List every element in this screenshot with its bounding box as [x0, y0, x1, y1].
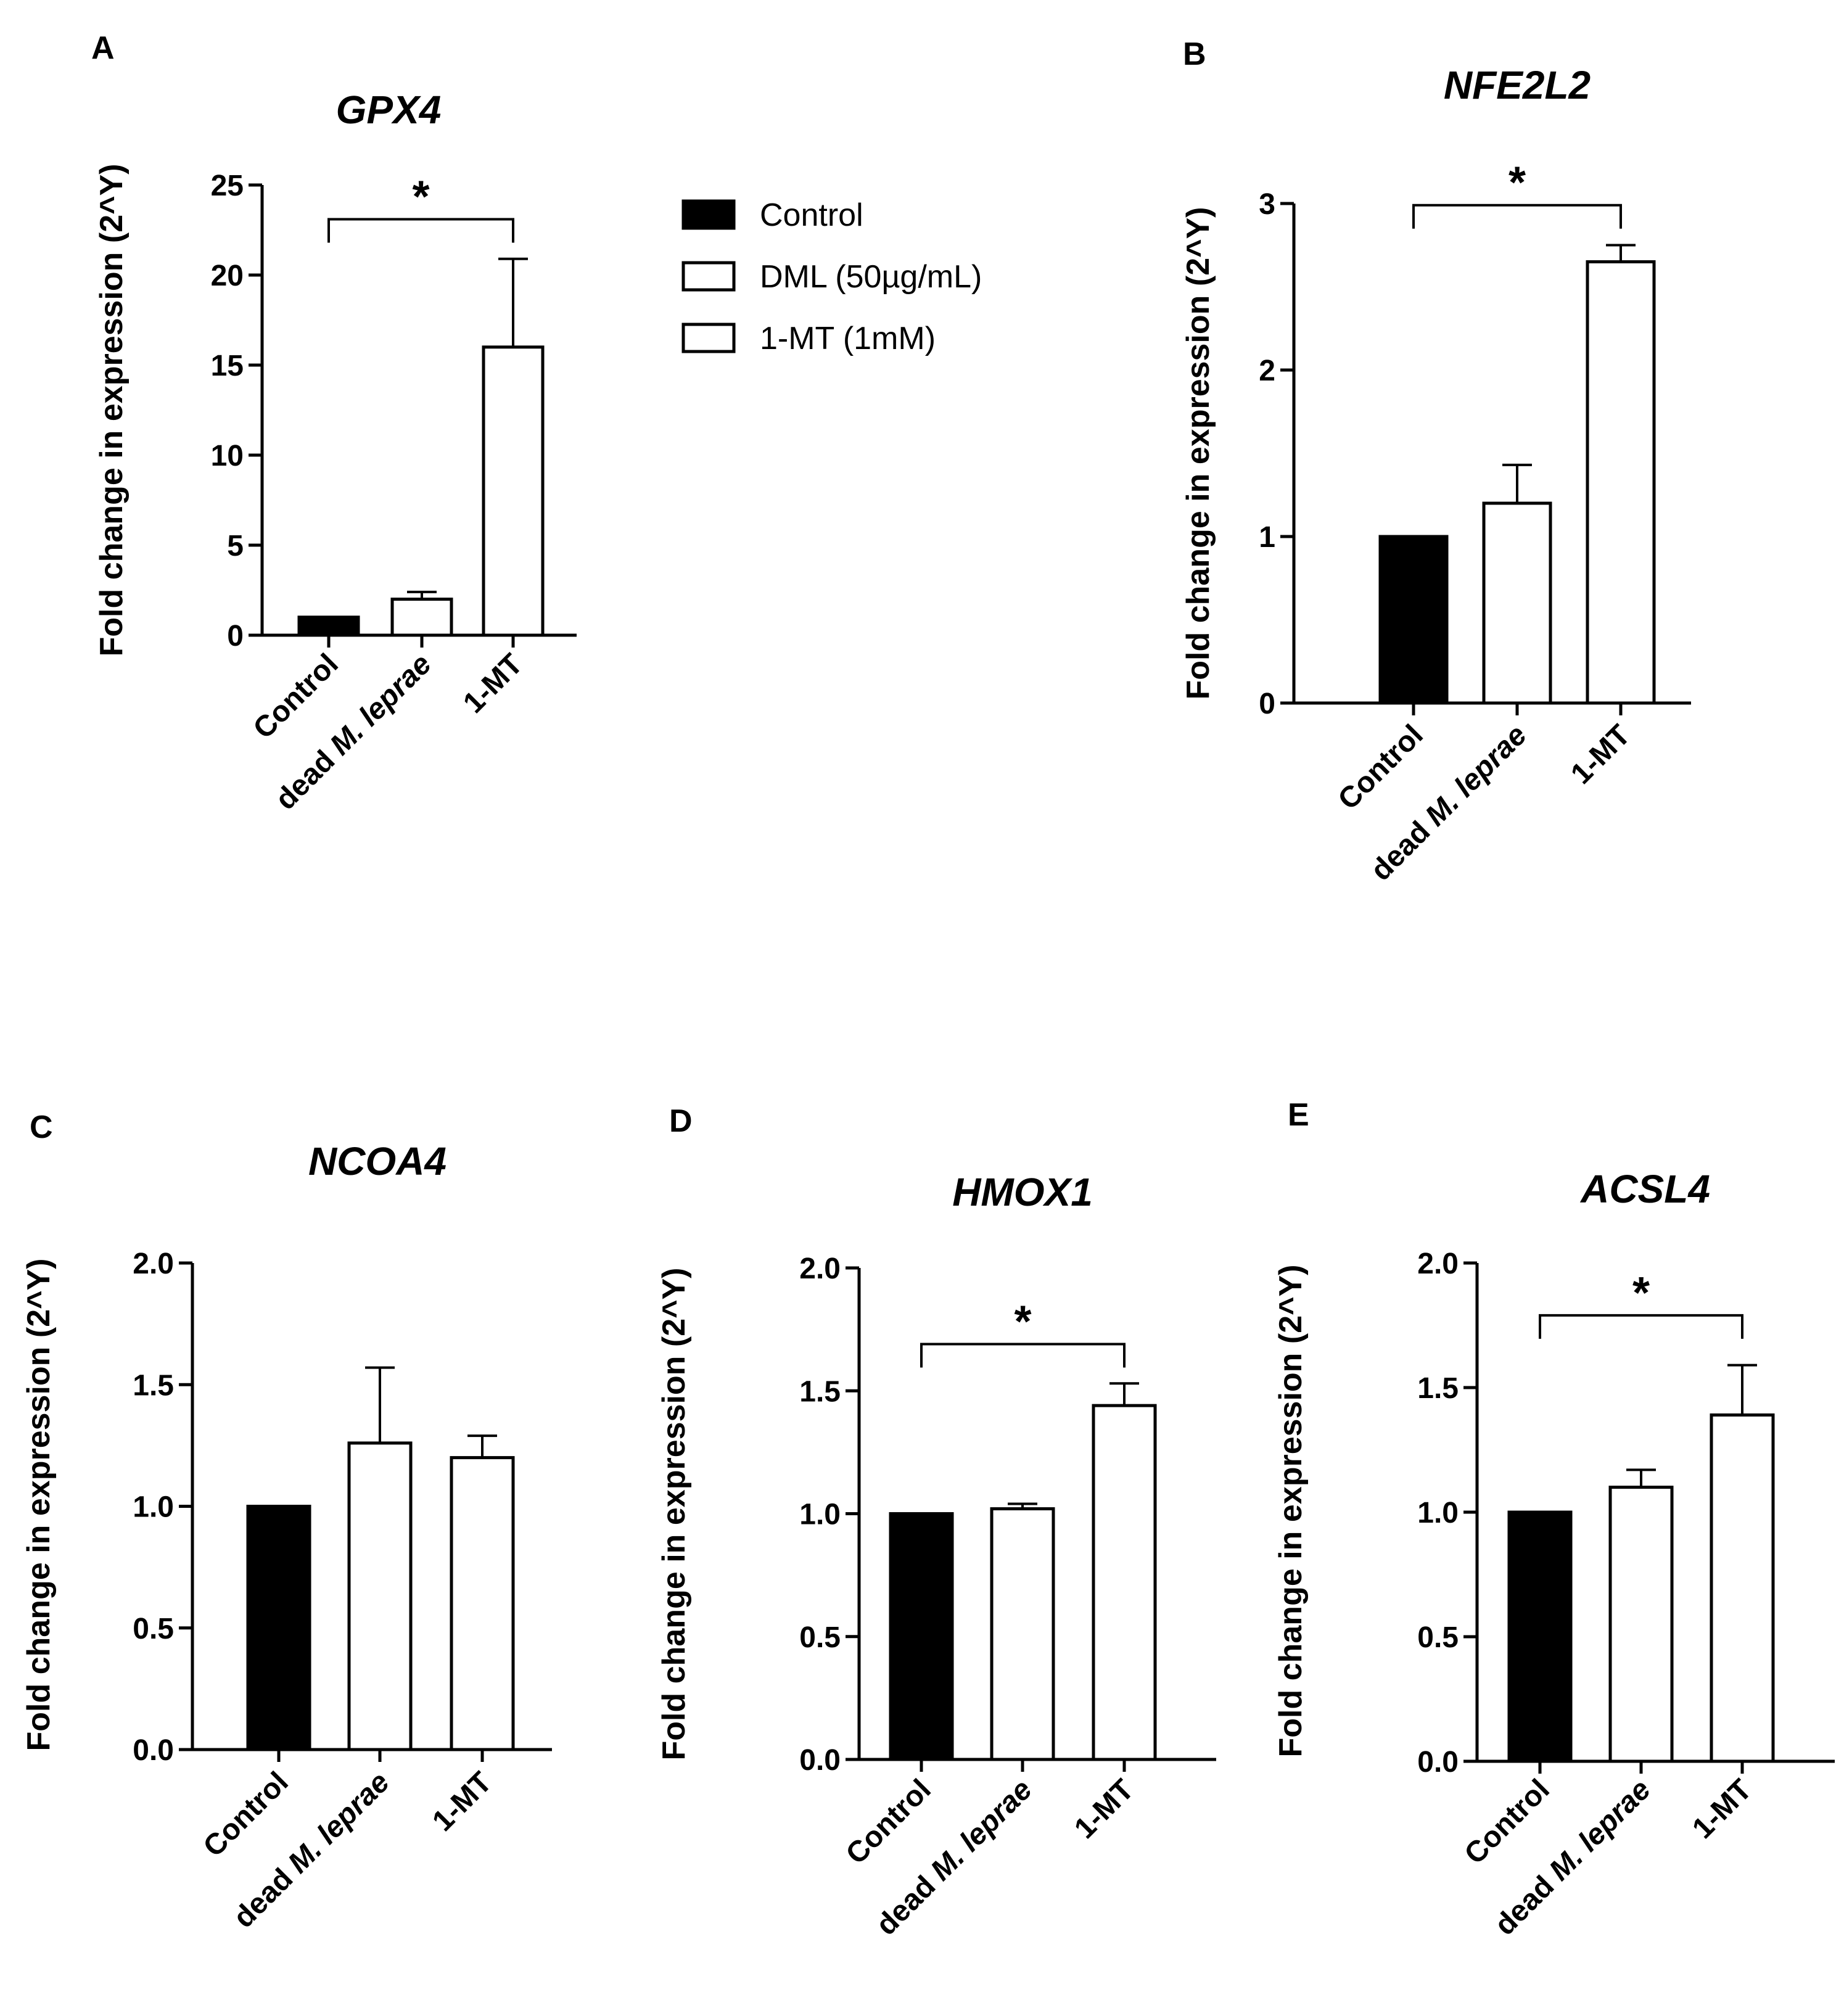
legend-label: Control: [760, 197, 863, 233]
y-tick-label: 15: [211, 350, 244, 382]
bar-1-mt: [1586, 260, 1656, 705]
y-tick-label: 0.0: [799, 1744, 841, 1777]
legend-label: DML (50µg/mL): [760, 259, 982, 295]
x-category-label: 1-MT: [426, 1766, 498, 1838]
x-category-label: 1-MT: [1565, 718, 1637, 791]
chart-title: ACSL4: [1579, 1167, 1710, 1211]
significance-bracket: [327, 218, 514, 243]
bar-dead-m-leprae: [990, 1507, 1055, 1761]
y-tick-label: 2.0: [799, 1253, 841, 1285]
y-tick-label: 1.5: [1417, 1372, 1459, 1405]
chart-title: NFE2L2: [1444, 63, 1591, 107]
y-tick-label: 3: [1259, 188, 1275, 221]
legend-swatch: [681, 323, 736, 353]
bar-1-mt: [1710, 1413, 1775, 1763]
significance-bracket: [1412, 204, 1622, 229]
panel-e: E ACSL4 Fold change in expression (2^Y) 0.0…: [1273, 1097, 1835, 1942]
panel-d: D HMOX1 Fold change in expression (2^Y) 0.0…: [656, 1103, 1216, 1942]
y-tick-label: 2.0: [1417, 1248, 1459, 1280]
y-tick-label: 25: [211, 170, 244, 202]
x-category-label: Control: [1459, 1773, 1556, 1870]
x-category-label: 1-MT: [1068, 1773, 1140, 1845]
bar-control: [297, 615, 360, 637]
legend: Control DML (50µg/mL) 1-MT (1mM): [681, 197, 982, 356]
panel-letter: D: [669, 1103, 693, 1139]
y-tick-label: 10: [211, 440, 244, 472]
y-tick-label: 1.0: [1417, 1497, 1459, 1529]
x-category-label: dead M. leprae: [270, 648, 438, 816]
chart-title: GPX4: [336, 88, 442, 132]
x-category-label: 1-MT: [1686, 1773, 1758, 1845]
chart-title: NCOA4: [308, 1139, 447, 1183]
x-category-label: Control: [1332, 718, 1430, 816]
bar-control: [246, 1505, 311, 1751]
bar-dead-m-leprae: [347, 1441, 413, 1751]
bar-dead-m-leprae: [390, 598, 453, 637]
y-tick-label: 1.5: [799, 1375, 841, 1408]
y-axis-label: Fold change in expression (2^Y): [656, 1268, 692, 1761]
legend-label: 1-MT (1mM): [760, 321, 936, 356]
bar-control: [1378, 535, 1449, 705]
bar-1-mt: [450, 1456, 515, 1751]
y-tick-label: 5: [227, 530, 244, 562]
y-tick-label: 20: [211, 260, 244, 292]
y-tick-label: 1: [1259, 521, 1275, 554]
panel-b: B NFE2L2 Fold change in expression (2^Y) 0 1…: [1180, 36, 1691, 887]
significance-star: *: [412, 172, 429, 221]
x-category-label: Control: [247, 648, 345, 745]
y-tick-label: 0: [1259, 688, 1275, 720]
y-tick-label: 0.0: [1417, 1746, 1459, 1779]
x-category-label: 1-MT: [457, 648, 529, 720]
bar-1-mt: [482, 345, 545, 637]
y-tick-label: 0.5: [133, 1613, 174, 1645]
y-tick-label: 0.5: [1417, 1621, 1459, 1654]
x-category-label: Control: [197, 1766, 295, 1863]
y-tick-label: 2: [1259, 355, 1275, 387]
significance-bracket: [920, 1343, 1126, 1368]
panel-letter: C: [30, 1109, 53, 1145]
bar-1-mt: [1092, 1404, 1157, 1761]
significance-bracket: [1539, 1314, 1743, 1339]
panel-a: A GPX4 Fold change in expression (2^Y) 0 5 10…: [91, 30, 577, 817]
panel-letter: E: [1288, 1097, 1309, 1133]
panel-letter: B: [1183, 36, 1206, 72]
legend-swatch: [681, 261, 736, 292]
y-tick-label: 1.0: [799, 1499, 841, 1531]
x-category-label: Control: [840, 1773, 937, 1870]
significance-star: *: [1632, 1269, 1650, 1318]
significance-star: *: [1509, 158, 1526, 208]
bar-control: [1507, 1510, 1573, 1763]
y-tick-label: 0.0: [133, 1734, 174, 1767]
panel-letter: A: [91, 30, 115, 66]
legend-swatch: [681, 199, 736, 230]
y-axis-label: Fold change in expression (2^Y): [94, 164, 130, 657]
chart-title: HMOX1: [952, 1170, 1093, 1214]
y-tick-label: 2.0: [133, 1248, 174, 1280]
bar-dead-m-leprae: [1482, 501, 1552, 705]
y-tick-label: 0: [227, 620, 244, 652]
y-axis-label: Fold change in expression (2^Y): [21, 1259, 57, 1751]
bar-control: [889, 1512, 954, 1761]
y-tick-label: 0.5: [799, 1621, 841, 1654]
panel-c: C NCOA4 Fold change in expression (2^Y) 0.0…: [21, 1109, 552, 1935]
y-tick-label: 1.0: [133, 1491, 174, 1524]
y-tick-label: 1.5: [133, 1369, 174, 1402]
y-axis-label: Fold change in expression (2^Y): [1180, 207, 1216, 700]
significance-star: *: [1014, 1298, 1031, 1347]
y-axis-label: Fold change in expression (2^Y): [1273, 1265, 1309, 1758]
bar-dead-m-leprae: [1608, 1486, 1674, 1763]
